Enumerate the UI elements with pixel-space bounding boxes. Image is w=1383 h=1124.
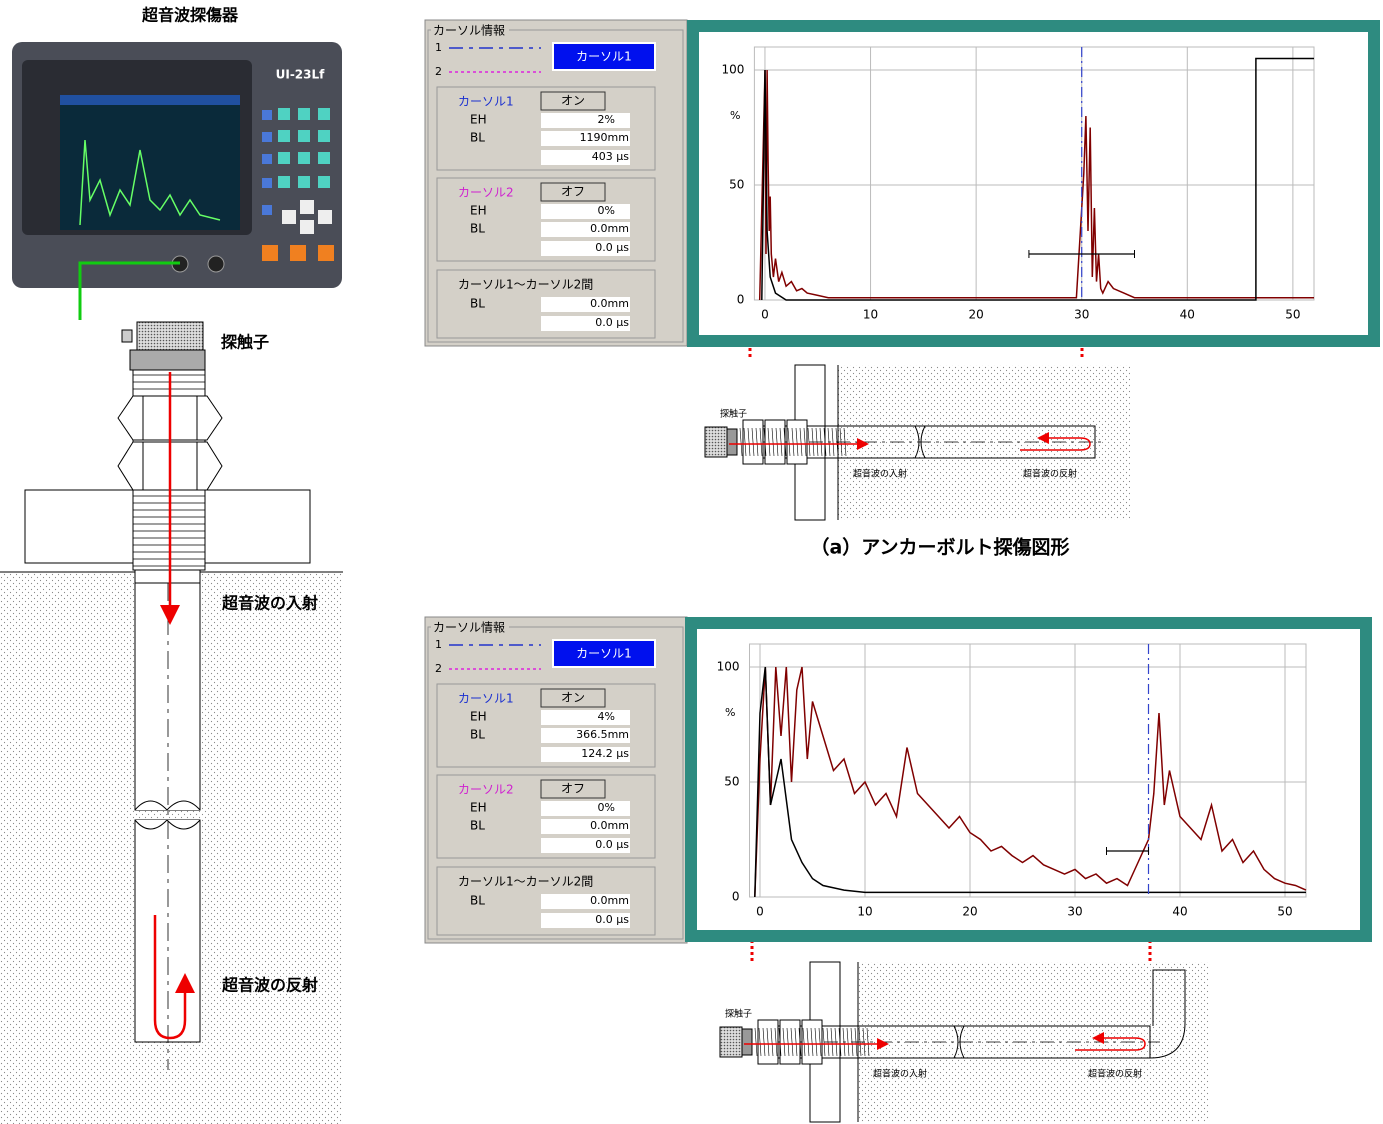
y-tick-label: 0 <box>732 890 740 904</box>
y-unit: % <box>730 109 740 122</box>
field-value: 0% <box>598 204 615 217</box>
field <box>541 801 630 816</box>
field-value: 1190mm <box>580 131 629 144</box>
incident-label: 超音波の入射 <box>853 468 907 480</box>
field-label: EH <box>470 113 487 127</box>
probe-tip <box>727 429 737 455</box>
x-tick-label: 0 <box>761 308 769 322</box>
cursor-label: カーソル2 <box>458 783 514 797</box>
probe-label: 探触子 <box>725 1008 752 1020</box>
line-label: 2 <box>435 662 442 675</box>
field-value: 403 μs <box>592 150 629 163</box>
thread <box>755 1028 757 1056</box>
field-value: 0.0 μs <box>595 316 629 329</box>
page: { "device": {"title": "超音波探傷器", "model":… <box>0 0 1383 1124</box>
field-value: 2% <box>598 113 615 126</box>
field-label: BL <box>470 728 485 742</box>
field-value: 0% <box>598 801 615 814</box>
group-title: カーソル情報 <box>433 24 505 38</box>
x-tick-label: 30 <box>1067 905 1082 919</box>
group-title: カーソル情報 <box>433 621 505 635</box>
incident-label: 超音波の入射 <box>221 594 318 613</box>
x-tick-label: 10 <box>857 905 872 919</box>
chart-frame <box>693 26 1374 341</box>
x-tick-label: 30 <box>1074 308 1089 322</box>
line-label: 2 <box>435 65 442 78</box>
toggle-label: オン <box>561 691 585 705</box>
incident-label: 超音波の入射 <box>873 1068 927 1080</box>
cursor-label: カーソル1～カーソル2間 <box>458 875 593 889</box>
nut <box>765 420 785 464</box>
field <box>541 113 630 128</box>
left-bolt-diagram <box>0 322 343 1124</box>
field-value: 0.0 μs <box>595 241 629 254</box>
line-label: 1 <box>435 638 442 651</box>
field-value: 124.2 μs <box>581 747 629 760</box>
x-tick-label: 50 <box>1277 905 1292 919</box>
field-value: 0.0 μs <box>595 913 629 926</box>
y-tick-label: 0 <box>737 293 745 307</box>
probe-label: 探触子 <box>221 333 269 352</box>
field-label: EH <box>470 801 487 815</box>
ground <box>838 365 1130 520</box>
y-tick-label: 100 <box>717 660 740 674</box>
thread <box>832 428 834 456</box>
reflection-label: 超音波の反射 <box>1088 1068 1142 1080</box>
field-label: BL <box>470 894 485 908</box>
toggle-label: オフ <box>561 782 585 796</box>
x-tick-label: 40 <box>1180 308 1195 322</box>
x-tick-label: 50 <box>1285 308 1300 322</box>
field-value: 0.0mm <box>590 894 629 907</box>
line-label: 1 <box>435 41 442 54</box>
reflection-label: 超音波の反射 <box>221 976 318 995</box>
probe <box>720 1027 742 1057</box>
x-tick-label: 20 <box>968 308 983 322</box>
field-label: EH <box>470 204 487 218</box>
field-value: 0.0mm <box>590 297 629 310</box>
caption: （a）アンカーボルト探傷図形 <box>810 536 1069 559</box>
probe-label: 探触子 <box>720 408 747 420</box>
field-label: BL <box>470 222 485 236</box>
field-label: BL <box>470 131 485 145</box>
cursor-label: カーソル1 <box>458 692 514 706</box>
cursor-label: カーソル1～カーソル2間 <box>458 278 593 292</box>
nut <box>780 1020 800 1064</box>
field-value: 0.0 μs <box>595 838 629 851</box>
field-label: BL <box>470 819 485 833</box>
field-value: 0.0mm <box>590 222 629 235</box>
x-tick-label: 40 <box>1172 905 1187 919</box>
thread <box>847 1028 849 1056</box>
device-model: UI-23Lf <box>276 68 326 82</box>
reflection-label: 超音波の反射 <box>1023 468 1077 480</box>
toggle-label: オフ <box>561 185 585 199</box>
x-tick-label: 10 <box>863 308 878 322</box>
device-title: 超音波探傷器 <box>141 6 239 25</box>
toggle-label: オン <box>561 94 585 108</box>
x-tick-label: 20 <box>962 905 977 919</box>
cursor-button-label: カーソル1 <box>576 647 632 661</box>
field-value: 4% <box>598 710 615 723</box>
field-label: BL <box>470 297 485 311</box>
field <box>541 710 630 725</box>
cursor-label: カーソル1 <box>458 95 514 109</box>
field <box>541 204 630 219</box>
thread <box>740 428 742 456</box>
probe-tip <box>742 1029 752 1055</box>
field-value: 0.0mm <box>590 819 629 832</box>
cursor-button-label: カーソル1 <box>576 50 632 64</box>
cursor-label: カーソル2 <box>458 186 514 200</box>
figure: 超音波探傷器 UI-23Lf 探触子 超音波の入射 超音波の反射 （a）アンカー… <box>0 0 1383 1124</box>
y-tick-label: 50 <box>724 775 739 789</box>
device-photo: UI-23Lf <box>12 42 342 288</box>
field-value: 366.5mm <box>576 728 629 741</box>
probe <box>705 427 727 457</box>
y-tick-label: 100 <box>721 63 744 77</box>
x-tick-label: 0 <box>756 905 764 919</box>
field-label: EH <box>470 710 487 724</box>
y-tick-label: 50 <box>729 178 744 192</box>
y-unit: % <box>725 706 735 719</box>
